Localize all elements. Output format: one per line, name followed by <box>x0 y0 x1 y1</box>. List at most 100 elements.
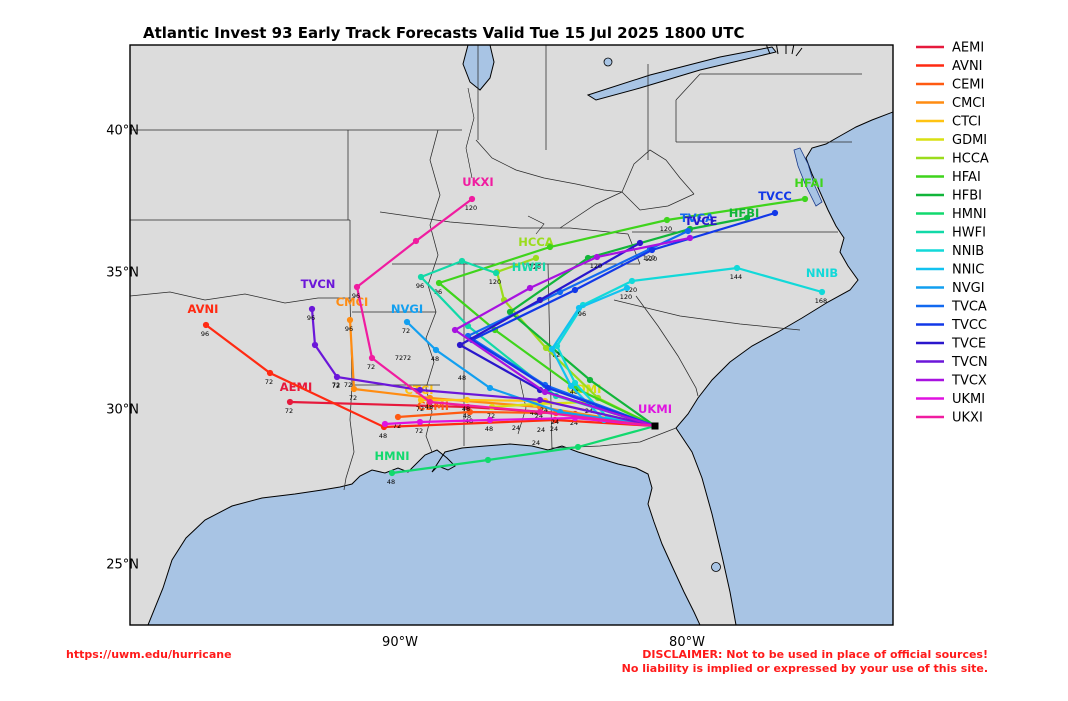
state-borders <box>130 45 862 491</box>
track-point-TVCN <box>416 386 424 394</box>
hour-label-NVGI: 72 <box>402 327 410 335</box>
legend-label-GDMI: GDMI <box>952 133 987 148</box>
legend-label-HFAI: HFAI <box>952 170 981 185</box>
track-point-HFAI <box>435 279 443 287</box>
x-tick-label: 90°W <box>382 635 418 650</box>
hour-label-CMCI: 72 <box>349 394 357 402</box>
legend-label-CEMI: CEMI <box>952 78 984 93</box>
hour-label-TVCN: 96 <box>307 314 315 322</box>
x-tick-label: 80°W <box>669 635 705 650</box>
hour-label-UKXI: 72 <box>367 363 375 371</box>
legend-label-AVNI: AVNI <box>952 59 983 74</box>
track-point-NNIC <box>623 284 631 292</box>
model-label-TVCC: TVCC <box>758 189 792 203</box>
lake-okeechobee <box>711 562 721 572</box>
track-point-TVCX <box>451 326 459 334</box>
track-point-UKMI <box>381 420 389 428</box>
track-point-UKXI <box>368 354 376 362</box>
hour-label: 24 <box>512 424 520 432</box>
track-point-HFBI <box>506 308 514 316</box>
hour-label-HFAI: 120 <box>660 225 672 233</box>
y-tick-label: 30°N <box>106 403 139 418</box>
track-point-UKXI <box>426 398 434 406</box>
track-line-HFBI <box>508 216 748 427</box>
track-point-HFBI <box>743 214 751 222</box>
track-point-HCCA <box>532 254 540 262</box>
hour-label-AVNI: 72 <box>265 378 273 386</box>
track-point-TVCE <box>536 296 544 304</box>
legend-label-CTCI: CTCI <box>952 115 981 130</box>
track-point-HFAI <box>546 243 554 251</box>
hour-label-UKXI: 120 <box>465 204 477 212</box>
disclaimer-line-1: DISCLAIMER: Not to be used in place of o… <box>642 648 988 661</box>
page-title: Atlantic Invest 93 Early Track Forecasts… <box>143 24 745 42</box>
model-label-NVGI: NVGI <box>391 302 423 316</box>
model-label-TVCA: TVCA <box>680 211 714 225</box>
map-frame <box>129 44 894 626</box>
track-point-NVGI <box>486 384 494 392</box>
track-point-HFAI <box>801 195 809 203</box>
hour-label-GDMI: 48 <box>530 409 538 417</box>
model-label-HFAI: HFAI <box>794 176 823 190</box>
track-point-UKXI <box>468 195 476 203</box>
track-point-TVCN <box>536 396 544 404</box>
track-point-CTCI <box>463 396 471 404</box>
hour-label-NNIB: 48 <box>570 388 578 396</box>
legend: AEMI AVNI CEMI CMCI CTCI GDMI HCCA HFAI HFBI HMNI… <box>916 41 989 426</box>
source-url-link[interactable]: https://uwm.edu/hurricane <box>66 648 232 661</box>
hour-label: 48 <box>458 374 466 382</box>
hour-label-AVNI: 24 <box>550 425 558 433</box>
legend-label-HFBI: HFBI <box>952 189 982 204</box>
hour-label-NNIB: 168 <box>815 297 827 305</box>
legend-label-TVCX: TVCX <box>951 374 987 389</box>
hour-label-UKMI: 72 <box>415 427 423 435</box>
track-point-NNIC <box>567 382 575 390</box>
lake-michigan <box>462 45 495 91</box>
track-point-UKXI <box>412 237 420 245</box>
hour-label-CMCI: 24 <box>535 412 543 420</box>
legend-label-HMNI: HMNI <box>952 207 987 222</box>
hour-label-CEMI: 72 <box>393 422 401 430</box>
hour-label-TVCC: 120 <box>645 255 657 263</box>
legend-label-UKXI: UKXI <box>952 411 983 426</box>
track-point-TVCE <box>636 239 644 247</box>
track-point-HFBI <box>586 376 594 384</box>
track-line-HMNI <box>391 424 656 475</box>
model-label-NNIB: NNIB <box>806 266 838 280</box>
geography-layer <box>130 45 893 625</box>
track-point-AVNI <box>266 369 274 377</box>
hour-label: 72 <box>332 381 340 389</box>
hour-label-AEMI: 72 <box>285 407 293 415</box>
track-point-NVGI <box>432 346 440 354</box>
model-label-TVCE: TVCE <box>684 214 717 228</box>
hour-label-HWFI: 120 <box>489 278 501 286</box>
track-point-TVCX <box>526 284 534 292</box>
hatch-marks <box>765 45 803 57</box>
hour-label-AVNI: 48 <box>379 432 387 440</box>
track-point-UKXI <box>353 283 361 291</box>
track-point-TVCX <box>541 388 549 396</box>
start-position-marker <box>651 422 659 430</box>
track-point-TVCC <box>571 286 579 294</box>
track-point-AVNI <box>202 321 210 329</box>
track-point-TVCX <box>686 234 694 242</box>
track-line-NNIB <box>555 266 823 428</box>
hour-label-NNIB: 120 <box>625 286 637 294</box>
hour-label: 24 <box>532 439 540 447</box>
hour-label-HWFI: 96 <box>416 282 424 290</box>
small-lake <box>603 57 613 67</box>
track-point-HCCA <box>542 344 550 352</box>
y-tick-label: 40°N <box>106 124 139 139</box>
track-point-UKXI <box>536 408 544 416</box>
legend-label-AEMI: AEMI <box>952 41 984 56</box>
track-point-HMNI <box>574 443 582 451</box>
legend-label-TVCE: TVCE <box>951 337 986 352</box>
legend-label-HWFI: HWFI <box>952 226 986 241</box>
atlantic-ocean-water <box>675 111 893 625</box>
track-point-NNIC <box>548 345 556 353</box>
legend-label-TVCC: TVCC <box>951 318 987 333</box>
hour-label-CMCI: 48 <box>425 403 433 411</box>
track-line-TVCX <box>452 236 691 428</box>
